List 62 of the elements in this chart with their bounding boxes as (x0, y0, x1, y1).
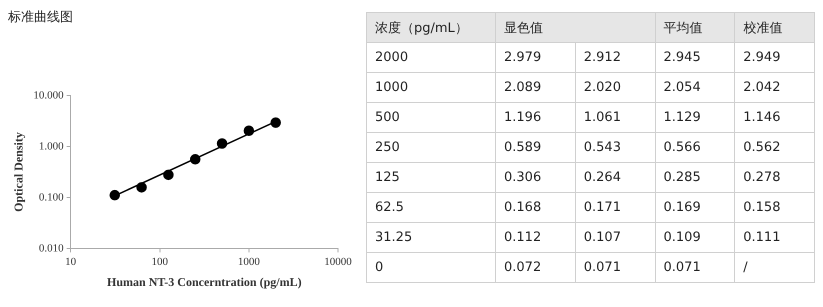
text: 平均值 (655, 12, 735, 42)
text: 浓度（pg/mL） (366, 12, 496, 42)
data-label: 1.061 (575, 102, 655, 132)
data-label: 2.912 (575, 42, 655, 72)
data-label: 0.543 (575, 132, 655, 162)
data-label: 0.109 (655, 222, 735, 252)
category-label: 0 (366, 252, 496, 282)
data-label: 0.589 (496, 132, 576, 162)
data-label: 2.945 (655, 42, 735, 72)
data-label: 1.146 (734, 102, 814, 132)
point (270, 117, 281, 128)
data-label: 0.072 (496, 252, 576, 282)
category-label: 31.25 (366, 222, 496, 252)
data-label: 0.168 (496, 192, 576, 222)
x-tick-label: 10000 (324, 256, 352, 268)
category-label: 62.5 (366, 192, 496, 222)
category-label: 125 (366, 162, 496, 192)
data-label: 1.196 (496, 102, 576, 132)
y-tick-label: 1.000 (38, 140, 64, 152)
data-label: 0.562 (734, 132, 814, 162)
x-tick-label: 10 (65, 256, 77, 268)
point (190, 154, 200, 165)
data-label: 0.111 (734, 222, 814, 252)
data-label: 0.278 (734, 162, 814, 192)
point (136, 182, 147, 193)
category-label: 2000 (366, 42, 496, 72)
data-label: 2.949 (734, 42, 814, 72)
chart-title: 标准曲线图 (8, 9, 74, 26)
point (163, 170, 174, 180)
point (110, 190, 120, 200)
data-label: 0.285 (655, 162, 735, 192)
data-label: 2.979 (496, 42, 576, 72)
data-label: 2.020 (575, 72, 655, 102)
data-label: 0.158 (734, 192, 814, 222)
x-tick-label: 1000 (238, 256, 260, 268)
data-label: 2.089 (496, 72, 576, 102)
data-label: 0.171 (575, 192, 655, 222)
data-label: 0.107 (575, 222, 655, 252)
data-label: 0.566 (655, 132, 735, 162)
y-tick-label: 10.000 (33, 89, 64, 102)
category-label: 500 (366, 102, 496, 132)
data-label: 2.054 (655, 72, 735, 102)
x-axis-title: Human NT-3 Concerntration (pg/mL) (107, 274, 302, 289)
text: 显色值 (496, 12, 655, 42)
data-label: 1.129 (655, 102, 735, 132)
x-tick-label: 100 (152, 256, 169, 268)
data-label: / (734, 252, 814, 282)
data-label: 0.264 (575, 162, 655, 192)
data-label: 0.169 (655, 192, 735, 222)
y-axis-title: Optical Density (11, 132, 26, 212)
category-label: 250 (366, 132, 496, 162)
text: 校准值 (734, 12, 814, 42)
data-label: 2.042 (734, 72, 814, 102)
point (216, 138, 228, 149)
category-label: 1000 (366, 72, 496, 102)
data-label: 0.112 (496, 222, 576, 252)
point (244, 125, 254, 136)
data-label: 0.071 (575, 252, 655, 282)
y-tick-label: 0.010 (38, 242, 64, 254)
data-label: 0.071 (655, 252, 735, 282)
data-label: 0.306 (496, 162, 576, 192)
y-tick-label: 0.100 (38, 191, 64, 204)
